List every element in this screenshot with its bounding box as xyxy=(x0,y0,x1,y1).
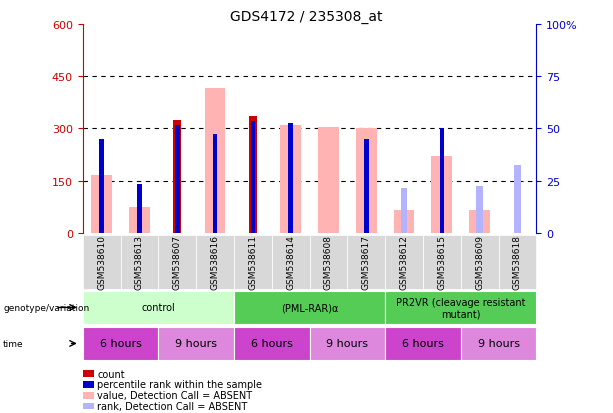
Bar xyxy=(470,211,490,233)
Text: 9 hours: 9 hours xyxy=(478,339,520,349)
Bar xyxy=(173,120,181,233)
Text: (PML-RAR)α: (PML-RAR)α xyxy=(281,303,338,313)
Bar xyxy=(129,207,150,233)
Text: 9 hours: 9 hours xyxy=(175,339,217,349)
Bar xyxy=(318,127,339,233)
Text: 6 hours: 6 hours xyxy=(251,339,292,349)
Text: percentile rank within the sample: percentile rank within the sample xyxy=(97,380,262,389)
Text: 6 hours: 6 hours xyxy=(100,339,142,349)
Bar xyxy=(432,157,452,233)
Bar xyxy=(394,211,414,233)
Bar xyxy=(288,124,293,233)
Bar xyxy=(99,140,104,233)
Bar xyxy=(440,129,444,233)
Bar xyxy=(137,185,142,233)
Bar xyxy=(476,186,483,233)
Text: GDS4172 / 235308_at: GDS4172 / 235308_at xyxy=(230,10,383,24)
Bar xyxy=(514,166,521,233)
Text: control: control xyxy=(142,303,175,313)
Text: rank, Detection Call = ABSENT: rank, Detection Call = ABSENT xyxy=(97,401,248,411)
Bar xyxy=(356,129,376,233)
Bar xyxy=(401,188,408,233)
Text: time: time xyxy=(3,339,24,348)
Bar xyxy=(91,176,112,233)
Bar xyxy=(280,126,301,233)
Text: PR2VR (cleavage resistant
mutant): PR2VR (cleavage resistant mutant) xyxy=(396,297,525,318)
Bar xyxy=(364,140,368,233)
Text: 9 hours: 9 hours xyxy=(326,339,368,349)
Text: 6 hours: 6 hours xyxy=(402,339,444,349)
Bar xyxy=(213,134,218,233)
Text: genotype/variation: genotype/variation xyxy=(3,303,89,312)
Bar xyxy=(205,89,226,233)
Text: count: count xyxy=(97,369,125,379)
Bar xyxy=(249,117,257,233)
Text: value, Detection Call = ABSENT: value, Detection Call = ABSENT xyxy=(97,390,253,400)
Bar xyxy=(251,122,255,233)
Bar xyxy=(175,126,180,233)
